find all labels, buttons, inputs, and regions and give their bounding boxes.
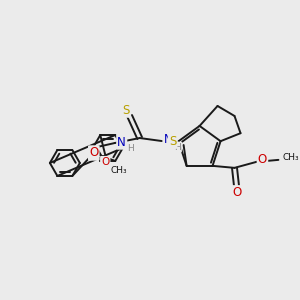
Text: H: H <box>127 143 134 152</box>
Text: O: O <box>232 186 241 199</box>
Text: CH₃: CH₃ <box>111 167 128 176</box>
Text: O: O <box>101 157 110 167</box>
Text: O: O <box>258 153 267 167</box>
Text: S: S <box>169 135 176 148</box>
Text: H: H <box>174 142 181 152</box>
Text: O: O <box>89 146 98 160</box>
Text: S: S <box>122 103 129 117</box>
Text: CH₃: CH₃ <box>282 153 299 162</box>
Text: N: N <box>117 136 126 148</box>
Text: N: N <box>164 133 173 146</box>
